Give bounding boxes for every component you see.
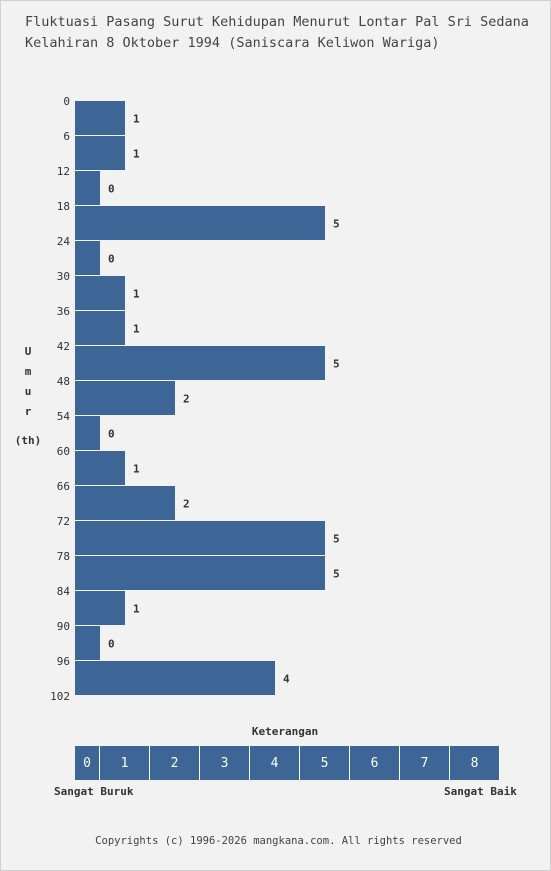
y-tick-label: 90 (57, 620, 70, 633)
y-tick-label: 0 (63, 95, 70, 108)
y-tick-label: 6 (63, 130, 70, 143)
bar-chart: 0612182430364248546066727884909610211050… (50, 95, 340, 703)
bar (75, 101, 125, 135)
legend-title: Keterangan (251, 725, 319, 738)
y-tick-label: 84 (57, 585, 71, 598)
y-tick-label: 30 (57, 270, 70, 283)
y-tick-label: 18 (57, 200, 70, 213)
legend-scale-box: 3 (200, 746, 250, 780)
bar-value-label: 1 (133, 603, 140, 616)
legend-scale-box: 8 (450, 746, 500, 780)
y-tick-label: 54 (57, 410, 71, 423)
y-tick-label: 102 (50, 690, 70, 703)
bar-value-label: 1 (133, 148, 140, 161)
bar (75, 206, 325, 240)
y-axis-label-letter-r: r (24, 405, 32, 418)
y-axis-label-letter-m: m (24, 365, 32, 378)
legend-scale-box: 5 (300, 746, 350, 780)
bar (75, 171, 100, 205)
legend-scale-box: 0 (75, 746, 100, 780)
y-tick-label: 36 (57, 305, 70, 318)
y-axis-label-letter-u: U (24, 345, 32, 358)
chart-title-line-1: Fluktuasi Pasang Surut Kehidupan Menurut… (25, 14, 529, 30)
y-tick-label: 96 (57, 655, 70, 668)
y-axis-unit-label: (th) (14, 434, 42, 447)
y-tick-label: 42 (57, 340, 70, 353)
bar-value-label: 1 (133, 113, 140, 126)
legend-scale-box: 2 (150, 746, 200, 780)
legend-high-label: Sangat Baik (444, 785, 517, 798)
bar-value-label: 0 (108, 183, 115, 196)
bar-value-label: 5 (333, 533, 340, 546)
legend-scale-box: 7 (400, 746, 450, 780)
bar-value-label: 4 (283, 673, 290, 686)
y-tick-label: 78 (57, 550, 70, 563)
bar (75, 521, 325, 555)
bar (75, 416, 100, 450)
bar (75, 241, 100, 275)
bar-value-label: 5 (333, 358, 340, 371)
bar-value-label: 0 (108, 428, 115, 441)
legend-low-label: Sangat Buruk (54, 785, 134, 798)
bar (75, 311, 125, 345)
chart-title-line-2: Kelahiran 8 Oktober 1994 (Saniscara Keli… (25, 35, 440, 51)
legend-scale-box: 1 (100, 746, 150, 780)
bar-value-label: 0 (108, 253, 115, 266)
y-tick-label: 12 (57, 165, 70, 178)
bar-value-label: 5 (333, 568, 340, 581)
y-tick-label: 24 (57, 235, 71, 248)
bar-value-label: 0 (108, 638, 115, 651)
bar-value-label: 1 (133, 463, 140, 476)
bar-value-label: 2 (183, 393, 190, 406)
bar (75, 556, 325, 590)
bar (75, 451, 125, 485)
legend-scale-box: 6 (350, 746, 400, 780)
bar (75, 346, 325, 380)
legend-scale-box: 4 (250, 746, 300, 780)
bar (75, 381, 175, 415)
y-axis-label-letter-u2: u (24, 385, 32, 398)
bar (75, 486, 175, 520)
bar-value-label: 2 (183, 498, 190, 511)
y-tick-label: 60 (57, 445, 70, 458)
bar (75, 661, 275, 695)
bar (75, 276, 125, 310)
y-tick-label: 48 (57, 375, 70, 388)
bar (75, 136, 125, 170)
bar (75, 626, 100, 660)
bar-value-label: 5 (333, 218, 340, 231)
copyright-notice: Copyrights (c) 1996-2026 mangkana.com. A… (95, 835, 462, 847)
bar (75, 591, 125, 625)
bar-value-label: 1 (133, 323, 140, 336)
y-tick-label: 72 (57, 515, 70, 528)
y-tick-label: 66 (57, 480, 70, 493)
bar-value-label: 1 (133, 288, 140, 301)
